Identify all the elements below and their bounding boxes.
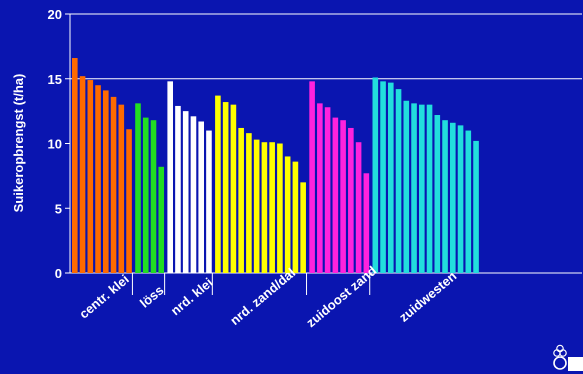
y-tick-label: 0 [55,266,62,281]
bar [403,100,410,273]
bar [253,139,260,273]
bar [150,120,157,273]
bar [215,95,221,273]
bar [300,182,306,273]
bar [277,143,283,273]
y-tick-label: 10 [48,137,62,152]
bar [380,81,386,273]
bar [309,81,315,273]
bar [450,122,456,273]
bar [465,130,472,273]
bar [198,121,204,274]
y-tick-label: 15 [48,72,62,87]
bar [395,89,402,273]
bar [340,120,346,273]
bar [324,107,331,274]
bar [332,117,339,273]
bars-layer [72,58,479,274]
category-label: centr. klei [76,272,132,322]
bar [79,76,86,273]
category-label: nrd. klei [168,275,216,319]
category-label: zuidwesten [396,268,459,325]
bar [411,103,417,273]
bar [261,142,268,273]
bar [317,103,323,273]
bar [246,133,252,273]
bar [206,130,212,273]
bar [126,129,132,273]
bar [135,103,141,273]
bar [426,104,433,274]
y-tick-label: 5 [55,201,62,216]
y-tick-label: 20 [48,7,62,22]
bar [190,116,197,273]
bar [167,81,173,273]
bar [457,125,464,274]
company-logo-icon [553,344,583,371]
bar [363,173,370,273]
bar [95,85,101,273]
bar [72,58,78,273]
bar [175,105,181,273]
bar [419,104,425,274]
bar [442,120,448,273]
bar [118,104,125,274]
bar [269,142,275,273]
bar [103,90,109,273]
bar [473,140,479,273]
bar [372,77,379,274]
bar [110,96,117,273]
bar [182,111,189,274]
grid-layer [70,13,582,80]
bar [355,142,362,273]
bar [292,161,299,273]
bar [348,127,354,274]
category-label: nrd. zand/dal [227,265,298,328]
bar [87,80,94,273]
bar [142,117,149,273]
bar [222,102,229,273]
bar [158,166,165,273]
bar [388,82,394,273]
bar [434,115,441,273]
bar [238,127,244,274]
bar [230,104,237,274]
y-axis-label: Suikeropbrengst (t/ha) [11,74,26,213]
bar [284,156,291,273]
category-label: löss [137,282,167,310]
